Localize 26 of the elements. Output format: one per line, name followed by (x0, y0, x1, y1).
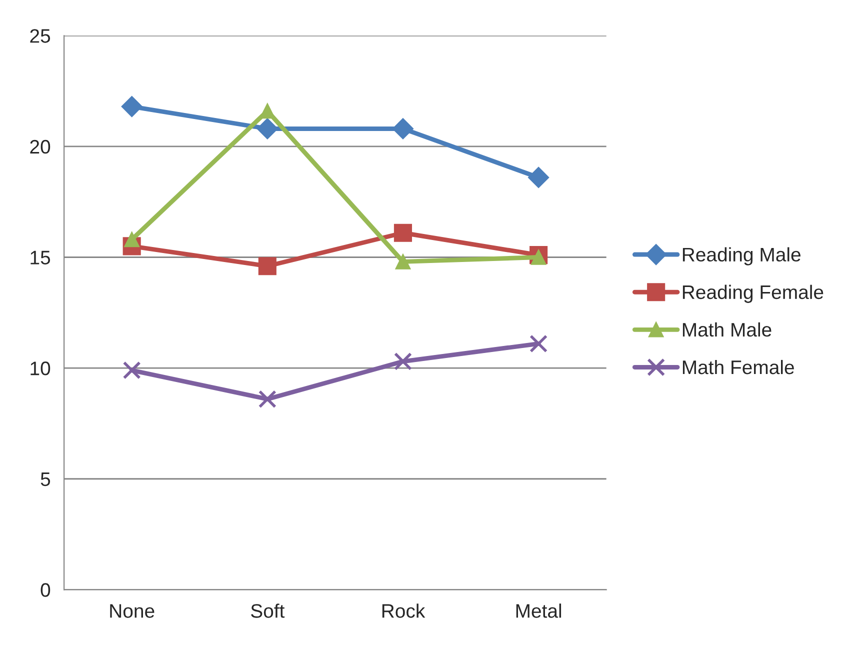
point (121, 96, 142, 118)
y-tick-label: 15 (30, 250, 50, 264)
point (395, 254, 411, 270)
point (528, 166, 550, 188)
y-tick-label: 25 (30, 29, 50, 43)
legend-label: Reading Male (682, 247, 800, 266)
y-tick-label: 5 (40, 472, 50, 486)
x-tick-label: None (110, 604, 154, 618)
x-tick-label: Rock (382, 604, 426, 618)
point (124, 232, 140, 248)
legend-label: Reading Female (682, 284, 824, 303)
legend-label: Math Female (682, 360, 794, 374)
y-tick-label: 10 (30, 362, 50, 376)
point (394, 224, 412, 242)
point (530, 250, 546, 265)
y-tick-label: 20 (30, 140, 50, 154)
legend-label: Math Male (682, 322, 772, 337)
point (256, 118, 278, 140)
point (258, 390, 276, 408)
x-tick-label: Metal (516, 604, 562, 618)
y-tick-label: 0 (40, 583, 50, 597)
point (394, 352, 412, 370)
point (258, 257, 276, 276)
point (122, 361, 141, 380)
point (530, 334, 548, 353)
x-tick-label: Soft (251, 604, 285, 618)
